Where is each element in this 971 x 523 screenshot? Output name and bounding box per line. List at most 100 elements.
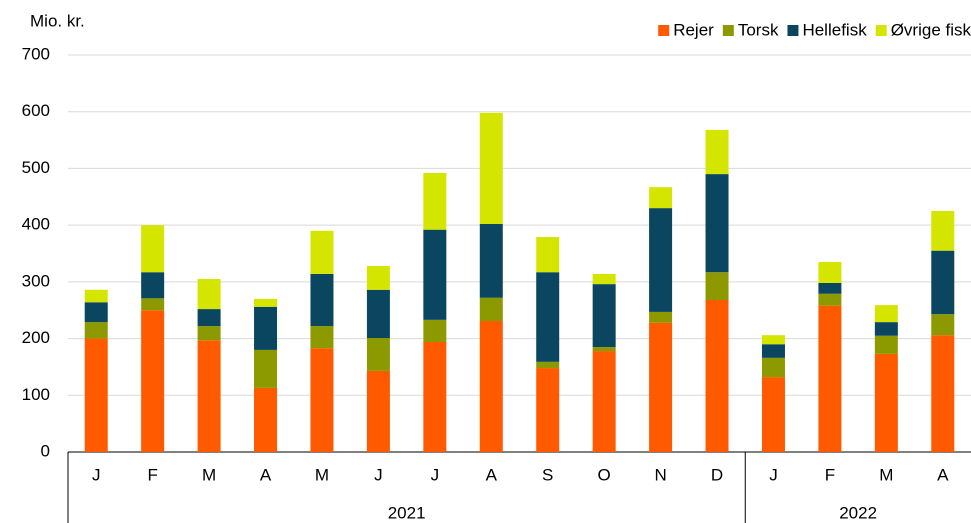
bar-segment [761, 344, 785, 358]
x-tick-label: J [769, 465, 778, 484]
x-tick-label: J [92, 465, 101, 484]
legend-swatch [658, 25, 670, 36]
legend-label: Hellefisk [802, 20, 867, 39]
bar-segment [536, 237, 560, 273]
x-tick-label: N [654, 465, 666, 484]
bar-segment [141, 225, 165, 273]
group-label: 2022 [839, 503, 877, 522]
bar-segment [141, 310, 165, 452]
bar-segment [254, 298, 278, 307]
x-tick-label: O [598, 465, 611, 484]
bar-segment [592, 347, 616, 352]
bar-segment [761, 335, 785, 345]
bar-segment [197, 326, 221, 341]
bar-segment [536, 361, 560, 369]
bar-segment [197, 309, 221, 327]
x-tick-label: F [825, 465, 835, 484]
bar-segment [818, 262, 842, 283]
bar-segment [197, 340, 221, 452]
x-tick-label: M [315, 465, 329, 484]
x-tick-label: J [374, 465, 383, 484]
bar-segment [705, 272, 729, 301]
legend-swatch [875, 25, 887, 36]
x-tick-label: D [711, 465, 723, 484]
bar-segment [874, 322, 898, 336]
bar-segment [254, 387, 278, 452]
bar-segment [479, 224, 503, 298]
x-tick-label: M [202, 465, 216, 484]
bar-segment [366, 289, 390, 339]
bar-segment [310, 348, 334, 452]
bar-segment [649, 208, 673, 312]
legend-swatch [787, 25, 799, 36]
legend-swatch [722, 25, 734, 36]
bar-segment [931, 335, 955, 452]
bar-segment [818, 305, 842, 452]
bar-segment [536, 368, 560, 452]
bar-segment [705, 300, 729, 452]
legend-label: Rejer [673, 20, 714, 39]
bar-segment [592, 284, 616, 348]
y-tick-label: 0 [41, 441, 50, 460]
bar-segment [818, 282, 842, 294]
bar-segment [479, 112, 503, 225]
bar-segment [479, 320, 503, 452]
bar-segment [310, 326, 334, 349]
x-tick-label: S [542, 465, 553, 484]
bar-segment [874, 353, 898, 452]
bar-segment [931, 250, 955, 315]
bar-segment [761, 357, 785, 378]
bar-segment [84, 289, 108, 303]
bar-segment [366, 370, 390, 452]
x-tick-label: A [937, 465, 949, 484]
bar-segment [874, 305, 898, 323]
bar-segment [536, 272, 560, 362]
bar-segment [366, 265, 390, 290]
y-tick-label: 700 [22, 44, 50, 63]
y-tick-label: 400 [22, 215, 50, 234]
bar-segment [310, 273, 334, 327]
bar-segment [592, 273, 616, 285]
x-tick-label: M [879, 465, 893, 484]
bar-segment [705, 129, 729, 175]
bar-segment [84, 322, 108, 339]
bar-segment [649, 311, 673, 323]
bar-segment [84, 338, 108, 452]
legend-label: Torsk [738, 20, 779, 39]
x-tick-label: J [431, 465, 440, 484]
bar-segment [141, 272, 165, 299]
bar-segment [254, 306, 278, 350]
bar-segment [479, 297, 503, 321]
bar-segment [649, 187, 673, 209]
y-tick-label: 100 [22, 385, 50, 404]
x-tick-label: A [486, 465, 498, 484]
bar-segment [84, 302, 108, 323]
bar-segment [874, 335, 898, 354]
bar-segment [141, 298, 165, 311]
bar-segment [310, 230, 334, 274]
bar-segment [818, 293, 842, 306]
bar-segment [592, 351, 616, 452]
y-tick-label: 600 [22, 101, 50, 120]
y-tick-label: 200 [22, 328, 50, 347]
bar-segment [931, 314, 955, 336]
legend-label: Øvrige fisk [891, 20, 971, 39]
group-label: 2021 [388, 503, 426, 522]
y-tick-label: 300 [22, 271, 50, 290]
y-tick-label: 500 [22, 158, 50, 177]
bar-segment [366, 338, 390, 371]
bar-segment [705, 174, 729, 273]
x-tick-label: F [147, 465, 157, 484]
bar-segment [761, 377, 785, 452]
bar-segment [931, 210, 955, 251]
bar-segment [254, 349, 278, 388]
bar-segment [423, 319, 447, 342]
bar-segment [197, 279, 221, 310]
bar-segment [423, 341, 447, 452]
bar-segment [423, 172, 447, 230]
bar-segment [423, 229, 447, 320]
bar-segment [649, 322, 673, 452]
x-tick-label: A [260, 465, 272, 484]
y-axis-label: Mio. kr. [30, 11, 85, 30]
